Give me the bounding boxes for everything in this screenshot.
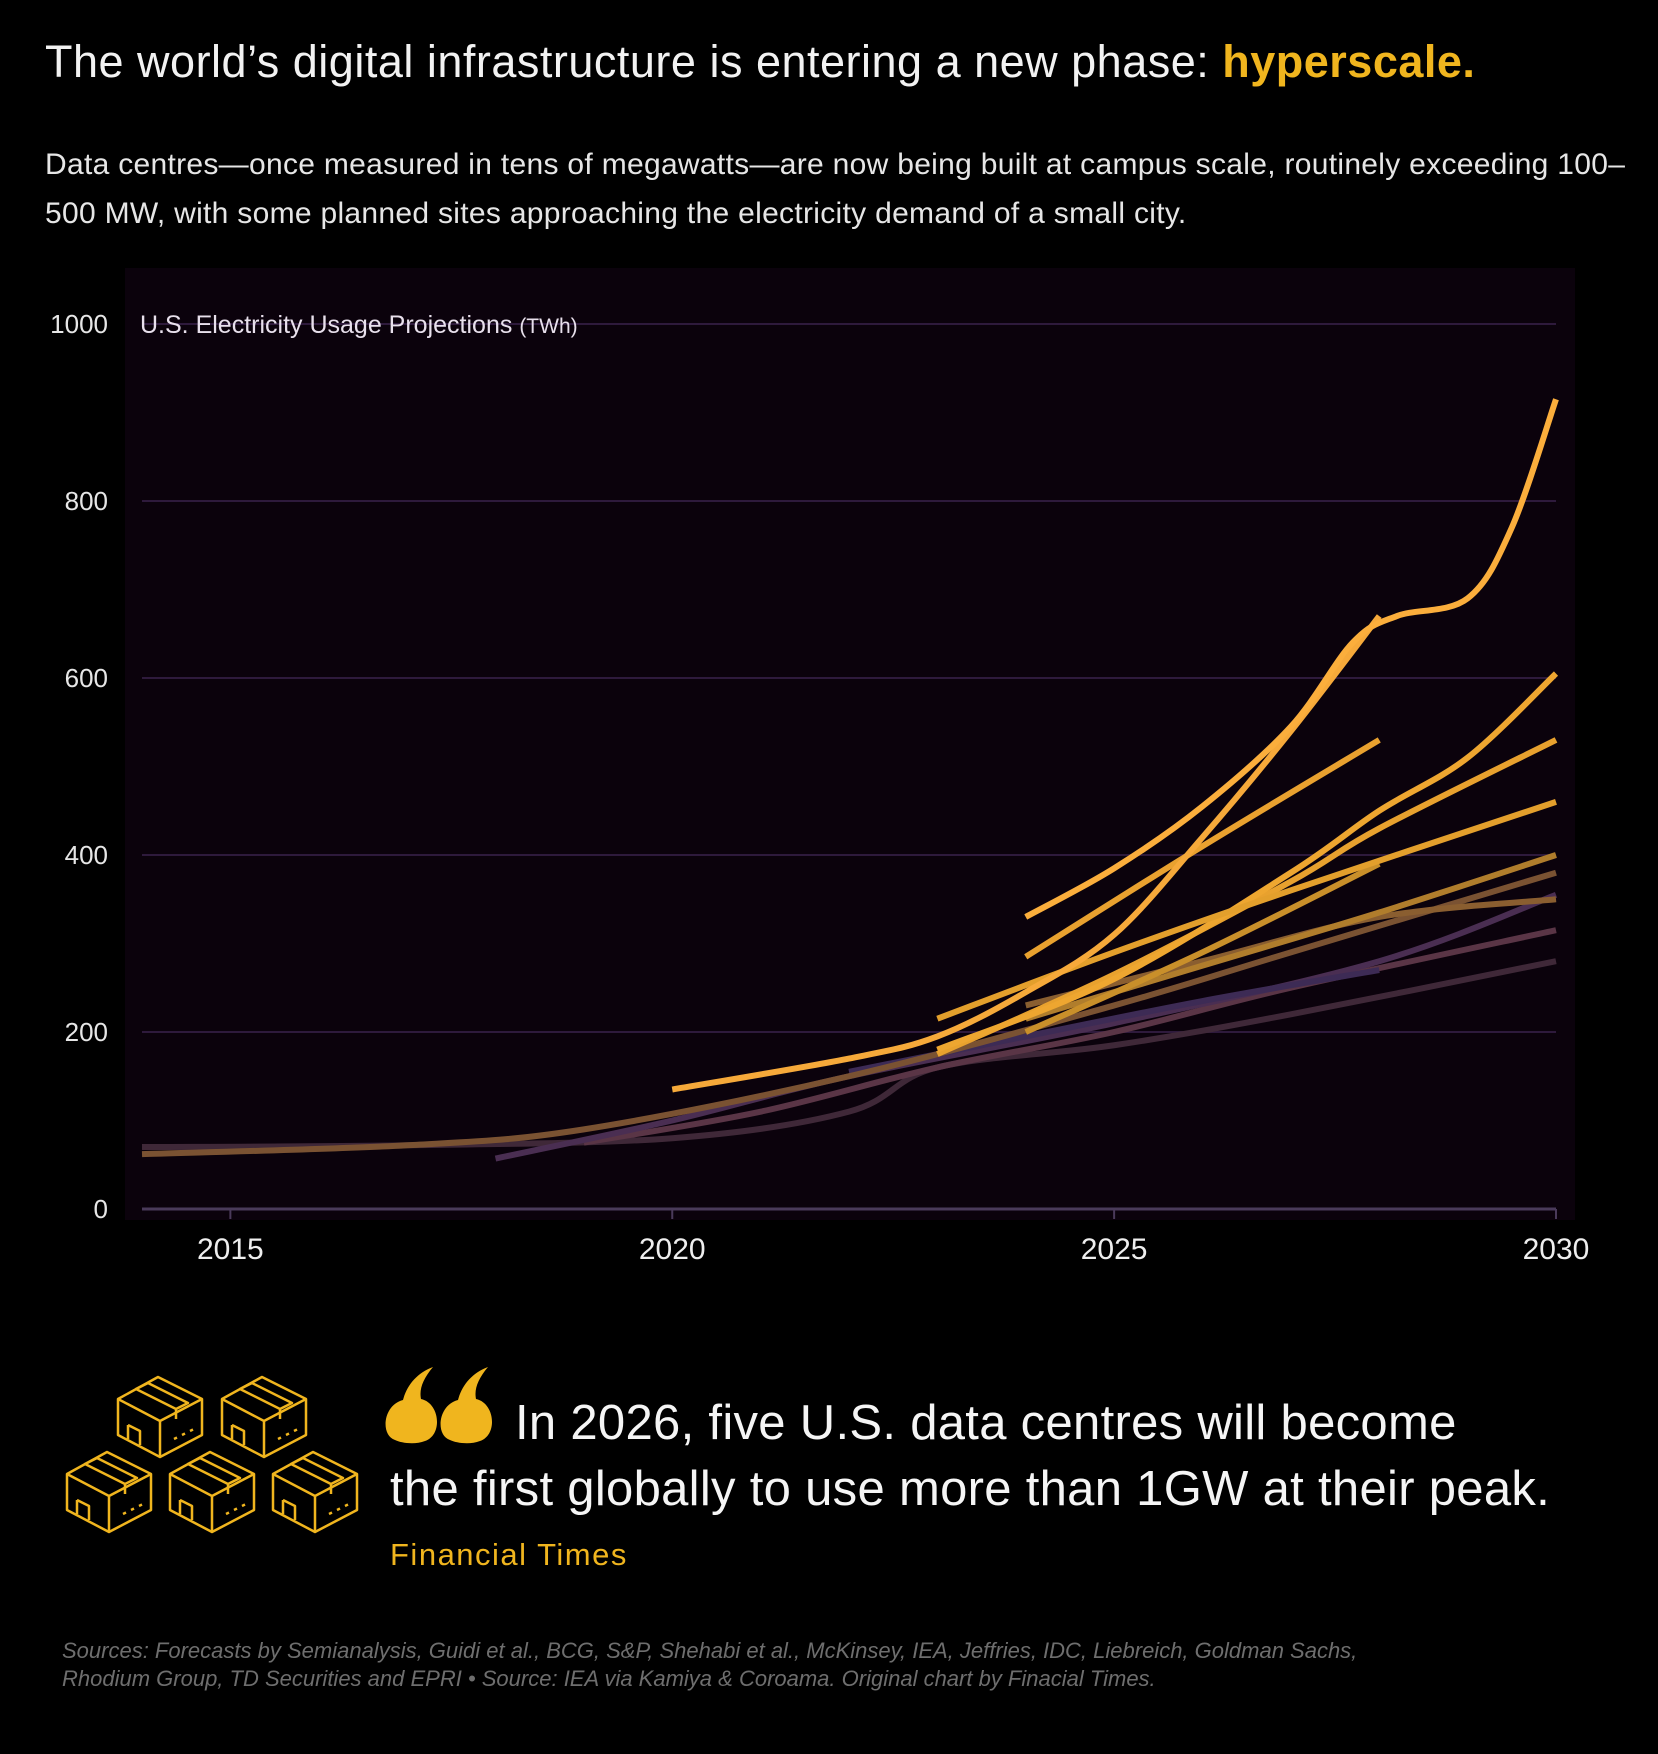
quote: In 2026, five U.S. data centres will bec… (390, 1390, 1550, 1522)
title-highlight: hyperscale. (1222, 36, 1476, 87)
quote-line-1: In 2026, five U.S. data centres will bec… (515, 1396, 1457, 1450)
title-text: The world’s digital infrastructure is en… (45, 36, 1223, 87)
data-centre-building-icon (168, 1450, 256, 1534)
y-tick-label: 600 (65, 663, 108, 693)
sources-line-2: Rhodium Group, TD Securities and EPRI • … (62, 1666, 1156, 1691)
series-line-13 (671, 614, 1382, 1093)
y-tick-label: 0 (94, 1194, 108, 1224)
series-line-12 (1024, 737, 1381, 960)
data-centre-building-icon (116, 1375, 204, 1459)
data-centre-building-icon (271, 1450, 359, 1534)
x-tick-label: 2025 (1081, 1233, 1148, 1266)
series-line-10 (936, 671, 1559, 1053)
x-tick-label: 2020 (639, 1233, 706, 1266)
chart-title-unit: (TWh) (519, 315, 577, 338)
y-tick-label: 1000 (50, 309, 108, 339)
y-tick-label: 200 (65, 1017, 108, 1047)
y-tick-label: 800 (65, 486, 108, 516)
series-line-5 (141, 869, 1557, 1158)
series-line-14 (1024, 398, 1559, 920)
data-centre-building-icon (65, 1450, 153, 1534)
quote-attribution: Financial Times (390, 1537, 628, 1572)
chart-title: U.S. Electricity Usage Projections (TWh) (140, 311, 578, 339)
sources-line-1: Sources: Forecasts by Semianalysis, Guid… (62, 1638, 1358, 1663)
y-tick-label: 400 (65, 840, 108, 870)
sources-footnote: Sources: Forecasts by Semianalysis, Guid… (62, 1637, 1622, 1693)
chart-title-text: U.S. Electricity Usage Projections (140, 311, 512, 339)
series-line-3 (494, 892, 1558, 1162)
data-centre-building-icon (220, 1375, 308, 1459)
quote-line-2: the first globally to use more than 1GW … (390, 1462, 1551, 1516)
subtitle: Data centres—once measured in tens of me… (45, 148, 1626, 230)
series-line-8 (1024, 861, 1381, 1035)
quote-mark-icon (385, 1367, 492, 1444)
x-tick-label: 2030 (1523, 1233, 1590, 1266)
series-line-11 (936, 799, 1557, 1022)
page-title: The world’s digital infrastructure is en… (45, 36, 1475, 88)
line-chart: 0 200 400 600 800 1000 2015 2020 2025 2030 U.S. E… (50, 268, 1590, 1266)
x-tick-label: 2015 (197, 1233, 264, 1266)
data-centre-icons (65, 1375, 359, 1534)
